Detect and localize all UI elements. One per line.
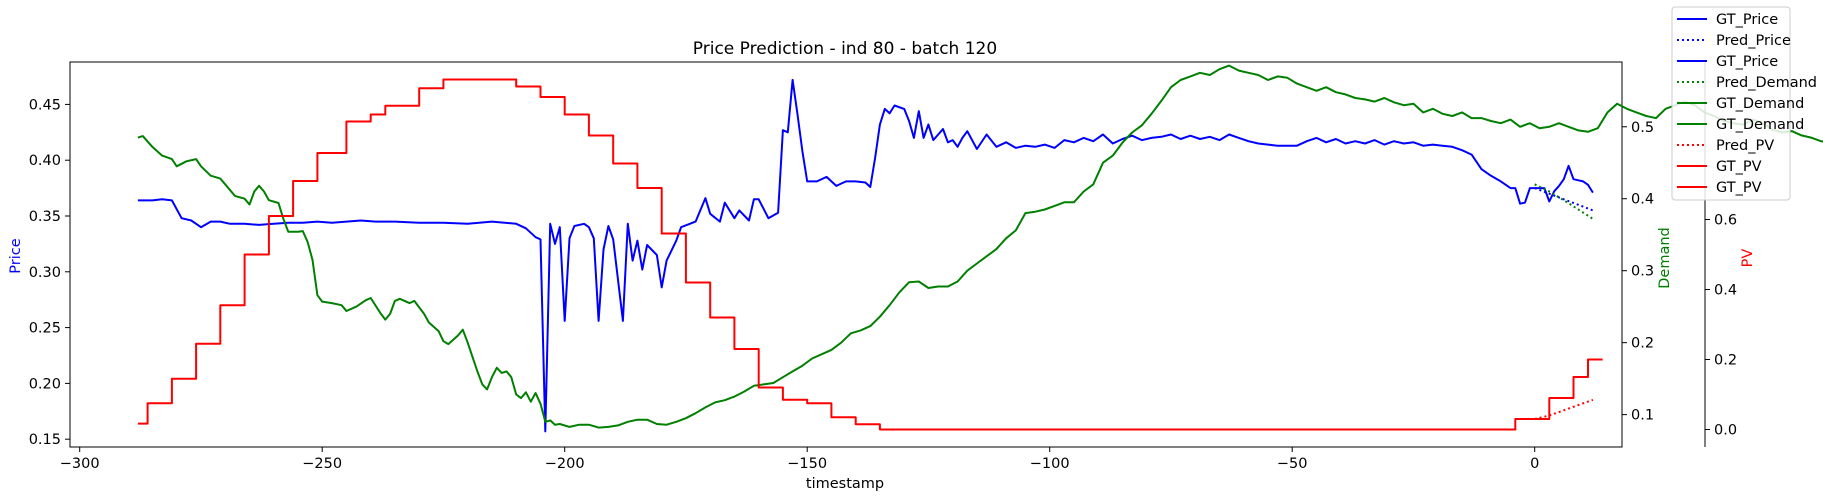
series-gt-demand-line — [137, 64, 1823, 429]
pv-tick-label: 0.4 — [1714, 283, 1737, 299]
price-tick-label: 0.45 — [29, 97, 61, 113]
x-tick-label: 0 — [1530, 456, 1539, 472]
demand-axis: 0.1 0.2 0.3 0.4 0.5 — [1622, 120, 1654, 424]
x-tick-label: −150 — [787, 456, 827, 472]
series-pred-price-line — [1534, 187, 1594, 212]
demand-tick-label: 0.5 — [1631, 120, 1654, 136]
legend-label: Pred_Price — [1716, 33, 1791, 49]
legend-label: GT_Demand — [1716, 96, 1804, 112]
plot-frame — [69, 61, 1623, 448]
series-layer — [137, 64, 1823, 433]
price-tick-label: 0.35 — [29, 209, 61, 225]
legend-label: GT_Demand — [1716, 117, 1804, 133]
pv-tick-label: 0.2 — [1714, 353, 1737, 369]
legend-label: GT_PV — [1716, 159, 1762, 175]
x-tick-label: −100 — [1030, 456, 1070, 472]
series-gt-pv-line — [137, 78, 1603, 431]
pv-tick-label: 0.0 — [1714, 423, 1737, 439]
legend-label: GT_Price — [1716, 12, 1778, 28]
series-pred-pv-line — [1534, 398, 1594, 420]
legend: GT_Price Pred_Price GT_Price Pred_Demand GT_… — [1671, 6, 1817, 201]
pv-tick-label: 0.6 — [1714, 213, 1737, 229]
x-tick-label: −50 — [1277, 456, 1308, 472]
pv-axis-label: PV — [1740, 249, 1756, 268]
x-axis-label: timestamp — [806, 476, 884, 492]
price-tick-label: 0.25 — [29, 321, 61, 337]
demand-axis-label: Demand — [1657, 227, 1673, 289]
demand-tick-label: 0.3 — [1631, 264, 1654, 280]
legend-label: GT_PV — [1716, 180, 1762, 196]
series-pred-demand-line — [1534, 183, 1594, 220]
price-axis-label: Price — [8, 238, 24, 273]
price-tick-label: 0.40 — [29, 153, 61, 169]
legend-label: Pred_Demand — [1716, 75, 1817, 91]
price-axis: 0.15 0.20 0.25 0.30 0.35 0.40 0.45 — [29, 97, 70, 448]
x-tick-label: −250 — [302, 456, 342, 472]
pv-axis: 0.0 0.2 0.4 0.6 — [1704, 62, 1737, 447]
legend-label: Pred_PV — [1716, 138, 1774, 154]
x-tick-label: −300 — [60, 456, 100, 472]
x-tick-label: −200 — [545, 456, 585, 472]
x-axis: −300 −250 −200 −150 −100 −50 0 — [60, 447, 1539, 472]
legend-label: GT_Price — [1716, 54, 1778, 70]
chart-title: Price Prediction - ind 80 - batch 120 — [693, 39, 997, 59]
demand-tick-label: 0.1 — [1631, 408, 1654, 424]
demand-tick-label: 0.2 — [1631, 336, 1654, 352]
price-tick-label: 0.15 — [29, 432, 61, 448]
legend-box — [1671, 6, 1791, 201]
price-tick-label: 0.20 — [29, 376, 61, 392]
demand-tick-label: 0.4 — [1631, 192, 1654, 208]
price-tick-label: 0.30 — [29, 265, 61, 281]
series-gt-price-line — [137, 78, 1594, 433]
